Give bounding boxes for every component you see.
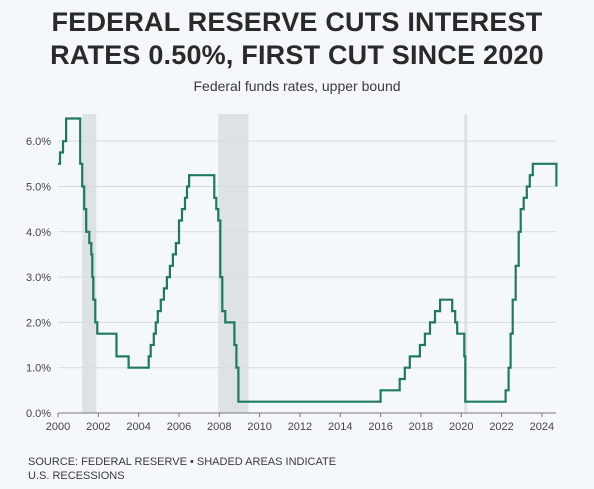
fed-funds-rate-line-0 <box>58 117 558 403</box>
x-tick-label-8: 2016 <box>368 421 392 433</box>
y-tick-label-0: 0.0% <box>26 408 51 420</box>
x-tick-label-0: 2000 <box>46 421 70 433</box>
line-chart: 0.0% 1.0% 2.0% 3.0% 4.0% 5.0% 6.0% 2000 2002 2004… <box>26 114 558 433</box>
x-tick-label-9: 2018 <box>409 421 433 433</box>
x-tick-label-6: 2012 <box>288 421 312 433</box>
x-tick-label-10: 2020 <box>449 421 473 433</box>
y-tick-label-2: 2.0% <box>26 317 51 329</box>
y-tick-label-5: 5.0% <box>26 181 51 193</box>
source-line-1: SOURCE: FEDERAL RESERVE • SHADED AREAS I… <box>28 456 337 468</box>
recession-band-0 <box>82 114 97 413</box>
chart-title-line-2: RATES 0.50%, FIRST CUT SINCE 2020 <box>50 40 544 70</box>
source-note: SOURCE: FEDERAL RESERVE • SHADED AREAS I… <box>28 455 336 483</box>
y-tick-label-3: 3.0% <box>26 272 51 284</box>
recession-band-2 <box>464 114 468 413</box>
x-tick-label-7: 2014 <box>328 421 352 433</box>
y-tick-label-1: 1.0% <box>26 363 51 375</box>
y-tick-label-4: 4.0% <box>26 227 51 239</box>
chart-title: FEDERAL RESERVE CUTS INTEREST RATES 0.50… <box>0 6 594 72</box>
x-tick-label-4: 2008 <box>207 421 231 433</box>
x-tick-label-5: 2010 <box>247 421 271 433</box>
recession-band-1 <box>218 114 249 413</box>
source-line-2: U.S. RECESSIONS <box>28 470 125 482</box>
x-tick-label-2: 2004 <box>126 421 150 433</box>
x-tick-label-12: 2024 <box>530 421 554 433</box>
chart-title-line-1: FEDERAL RESERVE CUTS INTEREST <box>51 7 543 37</box>
y-tick-label-6: 6.0% <box>26 136 51 148</box>
chart-subtitle: Federal funds rates, upper bound <box>193 78 401 94</box>
x-tick-label-3: 2006 <box>167 421 191 433</box>
x-tick-label-1: 2002 <box>86 421 110 433</box>
x-tick-label-11: 2022 <box>489 421 513 433</box>
